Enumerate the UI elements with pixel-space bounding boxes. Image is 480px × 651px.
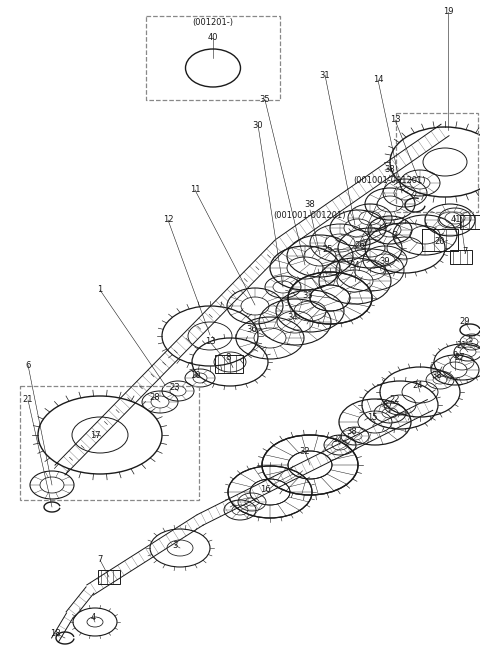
Text: 37: 37 (383, 400, 394, 409)
Text: 2: 2 (392, 230, 397, 240)
Text: 30: 30 (252, 120, 264, 130)
Bar (98, 570, 120, 584)
Text: 17: 17 (90, 430, 100, 439)
Text: 25: 25 (323, 245, 333, 255)
Text: 13: 13 (204, 337, 216, 346)
Text: 7: 7 (462, 247, 468, 256)
Text: 33: 33 (302, 290, 313, 299)
Text: 28: 28 (150, 393, 160, 402)
Text: 21: 21 (23, 396, 33, 404)
Text: 10: 10 (190, 370, 200, 380)
Text: 13: 13 (390, 115, 400, 124)
Text: 21: 21 (457, 340, 467, 350)
Text: 34: 34 (350, 260, 360, 270)
Text: 12: 12 (163, 215, 173, 225)
Text: 24: 24 (413, 380, 423, 389)
Text: 20: 20 (435, 238, 445, 247)
Text: 41: 41 (451, 215, 461, 225)
Text: 23: 23 (170, 383, 180, 393)
Text: 40: 40 (208, 33, 218, 42)
Text: 38
(001001-001201): 38 (001001-001201) (354, 165, 426, 185)
Text: 26: 26 (355, 240, 365, 249)
Text: 22: 22 (390, 396, 400, 404)
Text: 29: 29 (460, 318, 470, 327)
Text: 3: 3 (172, 540, 178, 549)
Text: 4: 4 (90, 613, 96, 622)
Text: 15: 15 (367, 413, 377, 422)
Text: 32: 32 (300, 447, 310, 456)
Text: 14: 14 (373, 76, 383, 85)
Text: 19: 19 (443, 8, 453, 16)
Text: 5: 5 (468, 335, 473, 344)
Text: 7: 7 (97, 555, 103, 564)
Text: 36: 36 (247, 326, 257, 335)
Text: 39: 39 (380, 258, 390, 266)
Text: 38
(001001-001201): 38 (001001-001201) (274, 201, 346, 219)
Text: 27: 27 (455, 353, 465, 363)
Text: 1: 1 (97, 286, 103, 294)
Text: 18: 18 (50, 628, 60, 637)
Text: 6: 6 (25, 361, 31, 370)
Text: 9: 9 (452, 350, 457, 359)
Text: 16: 16 (260, 486, 270, 495)
Text: 8: 8 (225, 353, 231, 363)
Text: 35: 35 (260, 96, 270, 105)
Text: 38: 38 (432, 370, 443, 380)
Bar (450, 250, 472, 264)
Text: 37: 37 (333, 436, 343, 445)
Text: (001201-): (001201-) (192, 18, 233, 27)
Text: 38: 38 (347, 428, 358, 437)
Bar (215, 355, 243, 373)
Text: 34: 34 (288, 314, 298, 322)
Text: 11: 11 (190, 186, 200, 195)
Text: 31: 31 (320, 70, 330, 79)
Bar (460, 215, 480, 229)
